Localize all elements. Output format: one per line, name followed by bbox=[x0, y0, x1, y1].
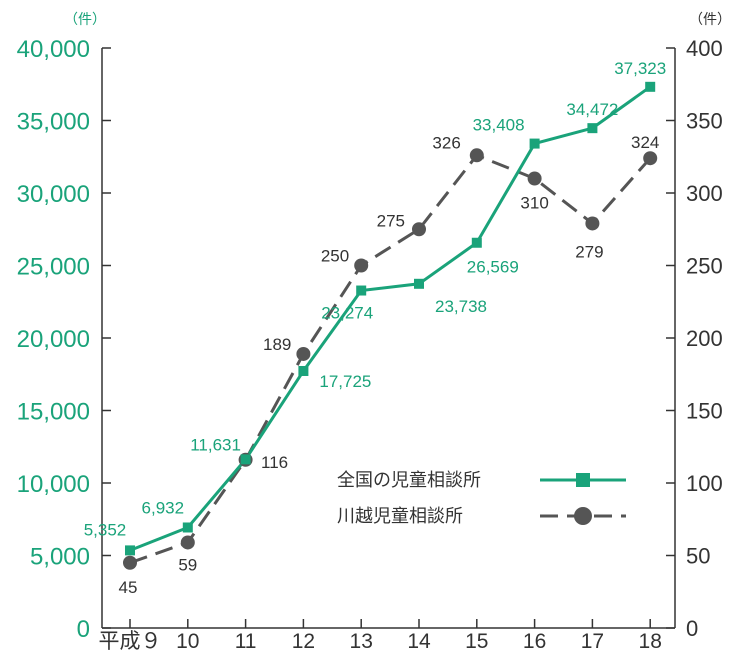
point-national bbox=[356, 285, 367, 296]
right-tick-label: 0 bbox=[686, 616, 698, 641]
data-label-kawagoe: 116 bbox=[261, 453, 288, 472]
x-tick-label: 11 bbox=[235, 630, 257, 650]
data-label-national: 6,932 bbox=[142, 498, 185, 517]
point-national bbox=[298, 365, 309, 376]
data-label-national: 37,323 bbox=[614, 59, 666, 78]
data-label-kawagoe: 250 bbox=[321, 247, 349, 266]
point-national bbox=[471, 237, 482, 248]
series-line-kawagoe bbox=[129, 153, 652, 565]
point-kawagoe bbox=[527, 171, 542, 186]
ticks: 0 5,000 10,000 15,000 20,000 25,000 30,000 35,0… bbox=[17, 36, 723, 650]
x-tick-label: 18 bbox=[639, 630, 662, 650]
point-national bbox=[414, 278, 424, 289]
legend-marker-national bbox=[576, 473, 590, 487]
left-tick-label: 5,000 bbox=[30, 544, 90, 571]
data-label-kawagoe: 59 bbox=[178, 555, 197, 574]
series-layer bbox=[123, 81, 658, 570]
x-tick-label: 16 bbox=[523, 630, 546, 650]
data-label-national: 33,408 bbox=[473, 116, 525, 135]
point-national bbox=[125, 545, 135, 556]
x-tick-label: 12 bbox=[292, 630, 315, 650]
left-tick-label: 25,000 bbox=[17, 254, 90, 281]
legend-marker-kawagoe bbox=[574, 507, 592, 525]
point-kawagoe bbox=[296, 346, 311, 361]
x-tick-label: 14 bbox=[407, 630, 431, 650]
left-axis-unit: （件） bbox=[64, 11, 106, 27]
data-label-national: 34,472 bbox=[566, 100, 618, 119]
right-tick-label: 250 bbox=[686, 254, 723, 279]
legend-label-kawagoe: 川越児童相談所 bbox=[337, 506, 463, 526]
left-tick-label: 10,000 bbox=[17, 471, 90, 498]
data-label-national: 23,738 bbox=[435, 297, 487, 316]
data-label-national: 26,569 bbox=[467, 258, 519, 277]
x-tick-label: 17 bbox=[581, 630, 604, 650]
point-national bbox=[240, 454, 251, 465]
point-kawagoe bbox=[180, 535, 195, 550]
legend-label-national: 全国の児童相談所 bbox=[337, 470, 481, 490]
x-tick-label: 13 bbox=[350, 630, 373, 650]
data-label-national: 5,352 bbox=[84, 520, 127, 539]
data-label-national: 23,274 bbox=[321, 304, 373, 323]
x-tick-label: 平成９ bbox=[99, 630, 162, 650]
right-tick-label: 350 bbox=[686, 109, 723, 134]
data-label-kawagoe: 275 bbox=[377, 211, 405, 230]
right-tick-label: 100 bbox=[686, 471, 723, 496]
point-national bbox=[529, 138, 540, 149]
point-kawagoe bbox=[643, 151, 658, 166]
data-label-kawagoe: 189 bbox=[263, 335, 291, 354]
series-line-national bbox=[129, 85, 652, 552]
x-tick-label: 10 bbox=[176, 630, 199, 650]
left-tick-label: 15,000 bbox=[17, 399, 90, 426]
x-tick-label: 15 bbox=[465, 630, 488, 650]
left-tick-label: 40,000 bbox=[17, 36, 90, 63]
right-tick-label: 200 bbox=[686, 326, 723, 351]
data-label-kawagoe: 324 bbox=[631, 133, 659, 152]
point-national bbox=[182, 522, 193, 533]
left-tick-label: 35,000 bbox=[17, 109, 90, 136]
right-tick-label: 400 bbox=[686, 36, 723, 61]
point-kawagoe bbox=[354, 258, 369, 273]
point-kawagoe bbox=[585, 216, 600, 231]
right-tick-label: 50 bbox=[686, 544, 710, 569]
point-national bbox=[587, 123, 598, 134]
left-tick-label: 30,000 bbox=[17, 181, 90, 208]
data-label-national: 17,725 bbox=[319, 372, 371, 391]
right-tick-label: 150 bbox=[686, 399, 723, 424]
point-kawagoe bbox=[123, 555, 137, 570]
left-tick-label: 0 bbox=[77, 616, 90, 643]
point-national bbox=[645, 81, 656, 92]
left-tick-label: 20,000 bbox=[17, 326, 90, 353]
data-labels: 5,352 6,932 11,631 17,725 23,274 23,738 26,569… bbox=[84, 59, 666, 597]
point-kawagoe bbox=[469, 148, 484, 163]
data-label-kawagoe: 310 bbox=[520, 194, 548, 213]
data-label-kawagoe: 326 bbox=[432, 133, 460, 152]
right-axis-unit: （件） bbox=[689, 11, 731, 27]
legend: 全国の児童相談所 川越児童相談所 bbox=[337, 470, 626, 526]
point-kawagoe bbox=[412, 222, 426, 237]
axes: （件） （件） bbox=[64, 11, 731, 629]
right-tick-label: 300 bbox=[686, 181, 723, 206]
data-label-kawagoe: 45 bbox=[119, 578, 138, 597]
data-label-national: 11,631 bbox=[190, 435, 241, 454]
data-label-kawagoe: 279 bbox=[575, 242, 603, 261]
